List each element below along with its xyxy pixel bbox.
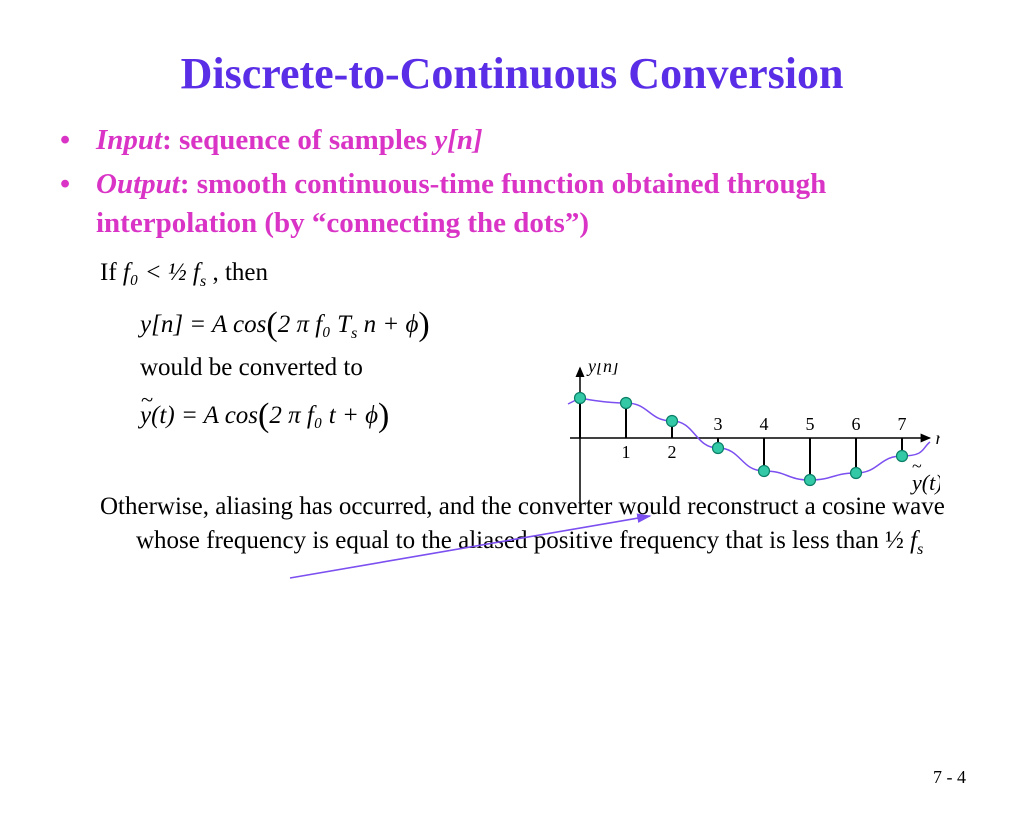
slide-number: 7 - 4 [933, 767, 966, 788]
eq-continuous: y(t) = A cos(2 π f₀ t + ϕ) [140, 390, 520, 436]
bullet-input: • Input: sequence of samples y[n] [60, 121, 984, 159]
if-expr: f₀ < ½ f [123, 259, 200, 286]
svg-text:4: 4 [760, 414, 769, 434]
bullet-rest: : sequence of samples [162, 124, 434, 156]
bullet-dot: • [60, 165, 96, 242]
svg-text:1: 1 [622, 442, 631, 462]
bullet-rest: : smooth continuous-time function obtain… [96, 168, 826, 238]
bullet-lead: Output [96, 168, 180, 200]
svg-text:5: 5 [806, 414, 815, 434]
eq1-tail: n + ϕ [357, 311, 418, 338]
if-post: , then [206, 259, 268, 286]
bullet-lead: Input [96, 124, 162, 156]
svg-text:6: 6 [852, 414, 861, 434]
eq1-lhs: y[n] = A cos [140, 311, 266, 338]
svg-text:7: 7 [898, 414, 907, 434]
svg-text:n: n [936, 428, 940, 448]
bullet-dot: • [60, 121, 96, 159]
svg-text:~: ~ [912, 456, 922, 476]
if-pre: If [100, 259, 123, 286]
svg-text:2: 2 [668, 442, 677, 462]
if-line: If f₀ < ½ fs , then [100, 256, 520, 293]
bullet-tail: y[n] [434, 124, 482, 156]
page-title: Discrete-to-Continuous Conversion [0, 48, 1024, 99]
svg-text:3: 3 [714, 414, 723, 434]
eq2-in: 2 π f₀ t + ϕ [269, 402, 378, 429]
body-block: If f₀ < ½ fs , then y[n] = A cos(2 π f₀ … [100, 256, 520, 437]
svg-text:y[n]: y[n] [586, 363, 619, 376]
eq-discrete: y[n] = A cos(2 π f₀ Ts n + ϕ) [140, 299, 520, 345]
bullet-list: • Input: sequence of samples y[n] • Outp… [60, 121, 984, 242]
eq2-rest: (t) = A cos [151, 402, 258, 429]
sample-stem-chart: 1234567y[n]ny(t)~ [540, 363, 940, 543]
bullet-output: • Output: smooth continuous-time functio… [60, 165, 984, 242]
mid-line: would be converted to [140, 351, 520, 385]
eq2-y: y [140, 399, 151, 433]
eq1-in: 2 π f₀ T [278, 311, 351, 338]
